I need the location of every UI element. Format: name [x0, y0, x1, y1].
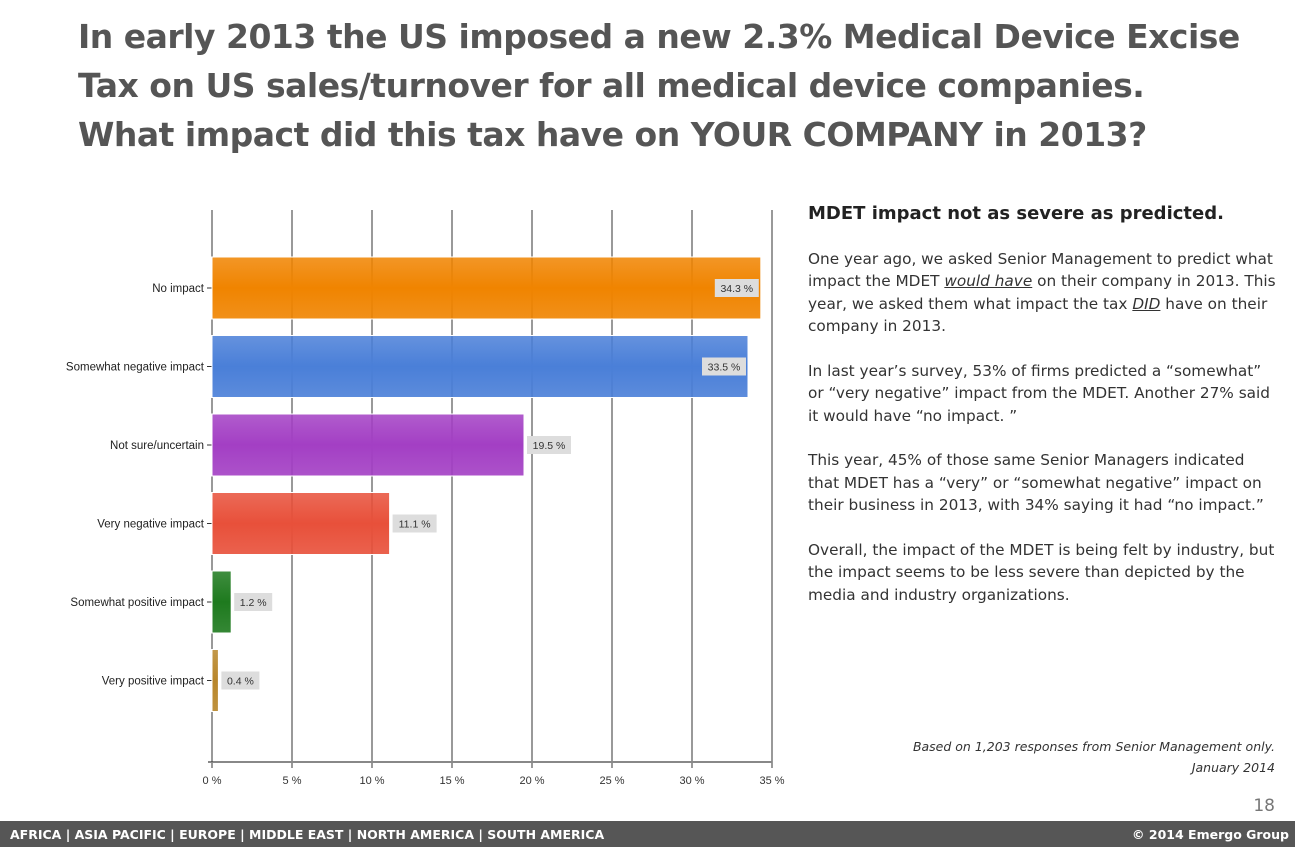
note-line: Based on 1,203 responses from Senior Man… — [912, 739, 1275, 754]
paragraph: One year ago, we asked Senior Management… — [808, 248, 1278, 338]
bar — [211, 256, 762, 320]
commentary-panel: MDET impact not as severe as predicted. … — [808, 203, 1278, 628]
category-label: No impact — [152, 283, 205, 295]
page-number: 18 — [1253, 796, 1275, 816]
footer-regions: AFRICA | ASIA PACIFIC | EUROPE | MIDDLE … — [10, 827, 605, 842]
slide-title: In early 2013 the US imposed a new 2.3% … — [78, 12, 1278, 159]
data-label-bg — [714, 279, 759, 297]
data-label: 34.3 % — [720, 283, 753, 295]
bar — [211, 413, 525, 477]
x-tick-label: 35 % — [759, 775, 784, 787]
data-label-bg — [527, 436, 571, 454]
text: One year ago, we asked Senior Management… — [808, 249, 1273, 291]
x-tick-label: 25 % — [599, 775, 624, 787]
x-tick-label: 20 % — [519, 775, 544, 787]
bar-chart: 0 % 5 % 10 % 15 % 20 % 25 % 30 % 35 % No impact 3… — [66, 210, 785, 787]
x-tick-label: 15 % — [439, 775, 464, 787]
category-label: Somewhat positive impact — [70, 597, 204, 609]
text: on their company in 2013. This year, we … — [808, 272, 1276, 313]
data-label: 33.5 % — [708, 362, 741, 374]
paragraph: Overall, the impact of the MDET is being… — [808, 540, 1275, 604]
emphasis: DID — [1132, 294, 1161, 313]
bar — [211, 335, 749, 398]
data-label: 1.2 % — [240, 597, 267, 609]
category-label: Very positive impact — [102, 676, 205, 688]
text: have on their company in 2013. — [808, 294, 1268, 336]
paragraph: This year, 45% of those same Senior Mana… — [808, 451, 1264, 514]
x-tick-label: 30 % — [679, 775, 704, 787]
category-label: Not sure/uncertain — [110, 440, 204, 452]
note-date: January 2014 — [1191, 760, 1275, 775]
data-label: 11.1 % — [399, 519, 431, 531]
paragraph: In last year’s survey, 53% of firms pred… — [808, 361, 1271, 425]
source-note: Based on 1,203 responses from Senior Man… — [913, 736, 1275, 778]
footer-copyright: © 2014 Emergo Group — [1132, 827, 1289, 842]
data-label: 0.4 % — [227, 676, 254, 688]
x-tick-label: 0 % — [203, 775, 222, 787]
panel-heading: MDET impact not as severe as predicted. — [808, 203, 1224, 224]
emphasis: would have — [944, 272, 1033, 290]
bar — [211, 570, 232, 634]
x-tick-label: 10 % — [359, 775, 384, 787]
data-label-bg — [234, 593, 273, 611]
category-label: Somewhat negative impact — [66, 362, 205, 374]
footer-bar: AFRICA | ASIA PACIFIC | EUROPE | MIDDLE … — [0, 821, 1295, 847]
title-line: In early 2013 the US imposed a new 2.3% … — [78, 17, 1240, 56]
category-label: Very negative impact — [97, 519, 205, 531]
data-label-bg — [221, 671, 260, 690]
bar — [211, 649, 219, 712]
data-label: 19.5 % — [533, 440, 566, 452]
bar — [211, 492, 391, 555]
data-label-bg — [392, 514, 437, 533]
title-line: What impact did this tax have on YOUR CO… — [78, 115, 1147, 154]
x-tick-label: 5 % — [283, 775, 302, 787]
title-line: Tax on US sales/turnover for all medical… — [78, 66, 1145, 105]
data-label-bg — [702, 357, 746, 376]
